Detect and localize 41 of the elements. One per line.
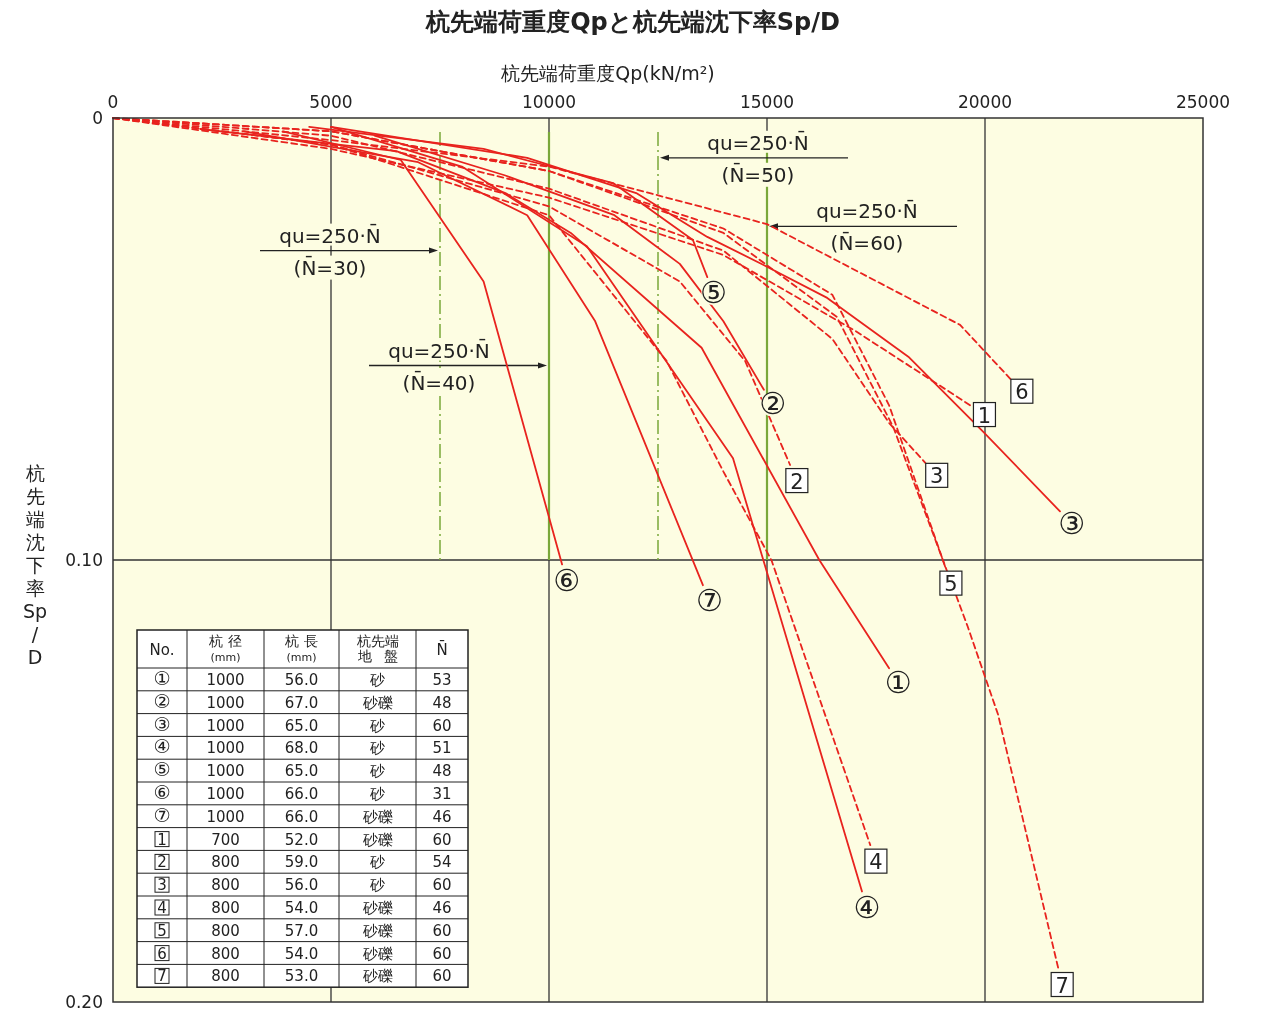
series-label: ① <box>884 664 912 700</box>
series-label: ④ <box>853 889 881 925</box>
y-tick-label: 0.20 <box>65 992 103 1012</box>
series-label: 5 <box>944 572 958 597</box>
x-tick-label: 5000 <box>309 92 353 112</box>
text: ④ 1000 68.0 砂 51 <box>153 735 452 758</box>
chart-title: 杭先端荷重度Qpと杭先端沈下率Sp/D <box>425 8 840 36</box>
x-tick-label: 20000 <box>957 92 1013 112</box>
x-axis-title: 杭先端荷重度Qp(kN/m²) <box>500 62 715 84</box>
text: ⑦ 1000 66.0 砂礫 46 <box>153 803 452 826</box>
text: ② 1000 67.0 砂礫 48 <box>153 689 452 712</box>
series-label: 2 <box>790 469 804 494</box>
text: 4 800 54.0 砂礫 46 <box>157 898 452 917</box>
x-tick-label: 25000 <box>1175 92 1231 112</box>
text: 6 800 54.0 砂礫 60 <box>157 944 452 963</box>
series-label: 6 <box>1015 380 1029 405</box>
y-tick-label: 0 <box>92 108 103 128</box>
series-label: ⑥ <box>553 562 581 598</box>
y-tick-label: 0.10 <box>65 550 103 570</box>
series-label: ⑤ <box>699 274 727 310</box>
series-label: ⑦ <box>695 582 723 618</box>
text: ③ 1000 65.0 砂 60 <box>153 712 452 735</box>
series-label: ③ <box>1058 505 1086 541</box>
series-label: 1 <box>977 403 992 428</box>
x-tick-label: 0 <box>107 92 119 112</box>
text: 7 800 53.0 砂礫 60 <box>157 967 452 986</box>
text: 5 800 57.0 砂礫 60 <box>157 921 452 940</box>
series-label: 3 <box>930 464 944 489</box>
text: ⑥ 1000 66.0 砂 31 <box>153 780 452 803</box>
text: 1 700 52.0 砂礫 60 <box>157 830 452 849</box>
text: ⑤ 1000 65.0 砂 48 <box>153 758 452 781</box>
text: 杭先端沈下率Sp/D <box>22 462 48 668</box>
series-label: ② <box>759 386 787 422</box>
text: 2 800 59.0 砂 54 <box>157 853 452 872</box>
text: No. 杭 径(mm) 杭 長(mm) 杭先端地盤 N̄ <box>149 633 448 664</box>
series-label: 4 <box>869 850 883 875</box>
text: ① 1000 56.0 砂 53 <box>153 666 452 689</box>
x-tick-label: 15000 <box>739 92 795 112</box>
series-label: 7 <box>1055 973 1069 998</box>
text: 3 800 56.0 砂 60 <box>157 876 452 895</box>
x-tick-label: 10000 <box>521 92 577 112</box>
